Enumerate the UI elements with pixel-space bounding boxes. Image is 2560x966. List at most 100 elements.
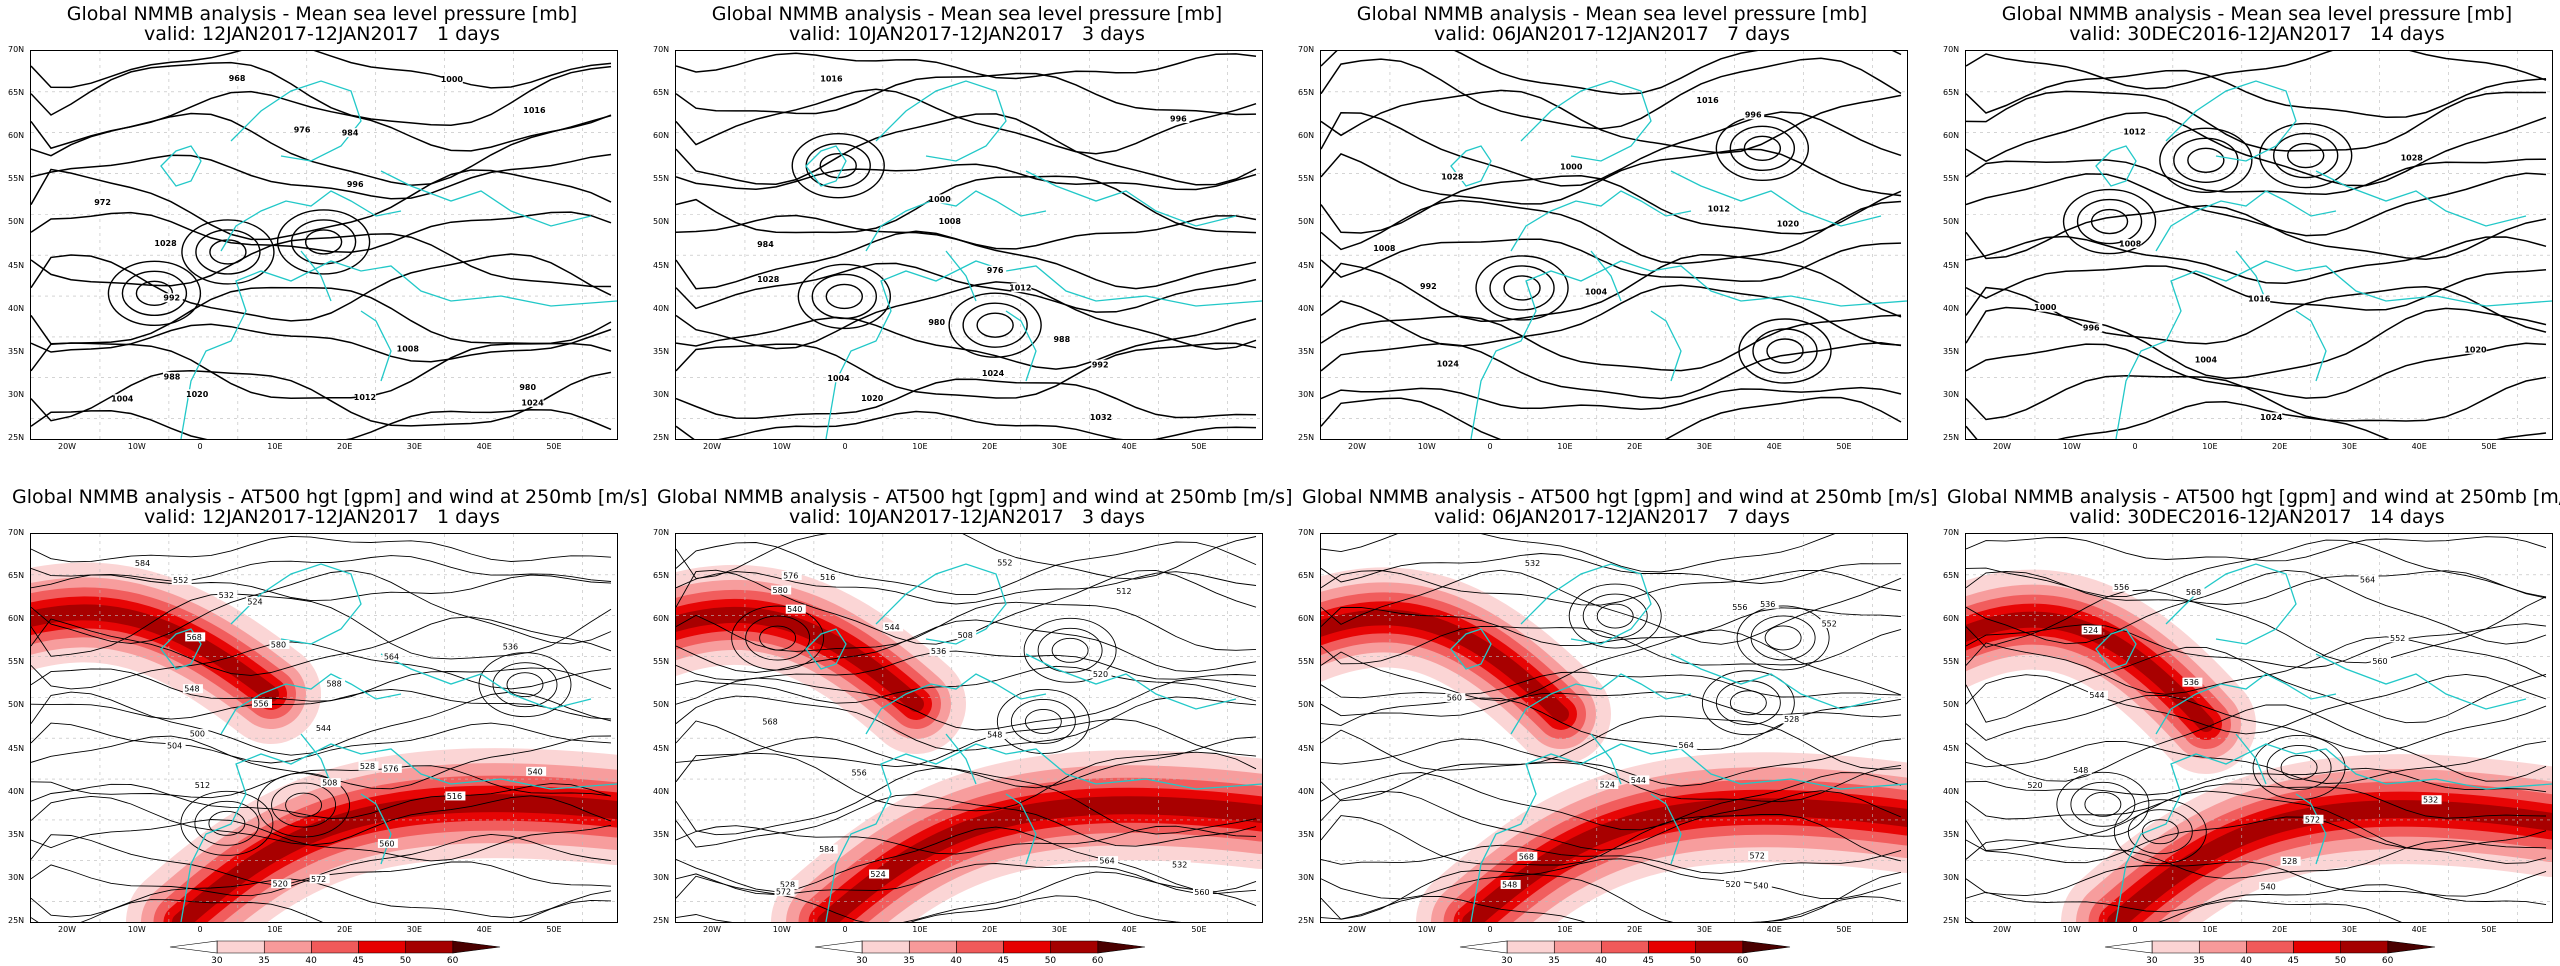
coast-segment — [945, 250, 977, 302]
lon-label: 30E — [1696, 442, 1713, 451]
contour-label: 528 — [780, 881, 795, 890]
contour-label: 512 — [195, 781, 210, 790]
lon-label: 30E — [1696, 925, 1713, 934]
lon-label: 0 — [197, 442, 203, 451]
contour-line — [676, 541, 1257, 595]
panel-valid-date: valid: 30DEC2016-12JAN2017 14 days — [2069, 506, 2445, 528]
colorbar-swatch — [405, 940, 454, 954]
lat-label: 55N — [1298, 174, 1315, 184]
contour-label: 548 — [1502, 880, 1517, 889]
closed-contour — [2062, 188, 2157, 255]
graticule — [1966, 534, 2552, 922]
contour-label: 560 — [1194, 888, 1209, 897]
contour-line — [1321, 671, 1902, 699]
wind-speed-band — [1966, 611, 2214, 732]
contour-label: 976 — [987, 266, 1004, 275]
lon-label: 40E — [2411, 442, 2427, 451]
coastline — [160, 563, 617, 922]
contour-line — [1321, 284, 1902, 347]
lon-label: 0 — [842, 442, 848, 451]
closed-contour — [1738, 318, 1832, 384]
contour-label: 532 — [2423, 796, 2438, 805]
closed-contour — [276, 209, 371, 275]
contour-label: 540 — [527, 767, 542, 776]
lat-label: 35N — [8, 829, 25, 839]
contour-line — [676, 895, 1182, 922]
contour-label: 580 — [271, 640, 286, 649]
colorbar-swatch — [2246, 940, 2294, 954]
coastline — [805, 563, 1262, 922]
coastline — [2095, 563, 2552, 922]
contour-label: 1024 — [521, 398, 544, 407]
lon-label: 10E — [267, 442, 283, 451]
lon-label: 20E — [2272, 925, 2288, 934]
contour-label: 980 — [928, 318, 945, 327]
contour-line — [676, 534, 1257, 580]
wind-shading — [1321, 567, 1907, 922]
lat-label: 45N — [653, 743, 670, 753]
closed-contour — [2266, 744, 2332, 790]
contour-line — [676, 677, 1257, 731]
contour-label: 584 — [135, 559, 150, 568]
contour-label: 576 — [783, 572, 798, 581]
contour-line — [1966, 158, 2547, 195]
colorbar-swatch — [311, 940, 359, 954]
contour-label: 524 — [1600, 780, 1615, 789]
contour-label: 1012 — [1009, 284, 1031, 293]
lat-label: 35N — [1943, 346, 1960, 356]
closed-contour — [1568, 583, 1662, 649]
colorbar-swatch — [216, 940, 265, 954]
lat-label: 25N — [653, 433, 670, 442]
contour-label: 544 — [884, 623, 899, 632]
lat-label: 35N — [1298, 829, 1315, 839]
lat-label: 60N — [8, 131, 25, 141]
contour-label: 1016 — [1696, 96, 1719, 105]
panel-valid-date: valid: 12JAN2017-12JAN2017 1 days — [144, 23, 500, 45]
map-panel: 984 976 980 988 992 996 1000 1004 1008 1012 1016 10… — [675, 50, 1263, 440]
closed-contour — [1715, 680, 1781, 726]
contour-line — [31, 616, 612, 676]
colorbar-tick: 45 — [2287, 956, 2300, 966]
contour-label: 532 — [1525, 559, 1540, 568]
lon-label: 10E — [267, 925, 283, 934]
lon-label: 10E — [1557, 442, 1573, 451]
colorbar-tick: 45 — [352, 956, 365, 966]
coast-segment — [1590, 250, 1622, 302]
contour-labels: 508 512 516 520 524 528 532 536 540 544 548 552 556 5… — [761, 557, 1213, 897]
closed-contour — [1736, 605, 1830, 671]
contour-line — [676, 175, 1257, 234]
lat-label: 45N — [1298, 260, 1315, 270]
closed-contour — [2090, 208, 2129, 235]
contour-label: 1004 — [111, 395, 134, 404]
closed-contour — [1051, 637, 1089, 663]
closed-contour — [2076, 198, 2143, 245]
closed-contour — [285, 792, 323, 818]
lat-label: 30N — [1298, 872, 1315, 882]
coast-segment — [1520, 80, 1652, 162]
contour-line — [31, 233, 612, 288]
closed-contour — [181, 219, 275, 285]
contour-line — [1966, 884, 2547, 913]
closed-contour — [962, 302, 1028, 348]
lat-label: 70N — [653, 45, 670, 54]
coast-segment — [1650, 310, 1682, 382]
graticule — [31, 51, 617, 439]
contour-label: 548 — [184, 685, 199, 694]
contour-line — [1966, 695, 2547, 753]
contour-labels: 984 976 980 988 992 996 1000 1004 1008 1012 1016 10… — [756, 74, 1190, 422]
wind-speed-band — [817, 796, 1262, 922]
coast-segment — [1470, 743, 1907, 922]
lat-label: 35N — [8, 346, 25, 356]
coast-segment — [1025, 653, 1237, 710]
isolines — [31, 535, 612, 922]
contour-line — [676, 571, 1257, 605]
coast-segment — [380, 653, 592, 710]
coast-segment — [2095, 145, 2137, 187]
colorbar-swatch — [956, 940, 1004, 954]
lat-label: 70N — [1943, 528, 1960, 537]
contour-label: 548 — [987, 731, 1002, 740]
lat-label: 35N — [1943, 829, 1960, 839]
closed-contour — [797, 263, 892, 330]
coast-segment — [220, 673, 402, 735]
lat-label: 60N — [1298, 614, 1315, 624]
